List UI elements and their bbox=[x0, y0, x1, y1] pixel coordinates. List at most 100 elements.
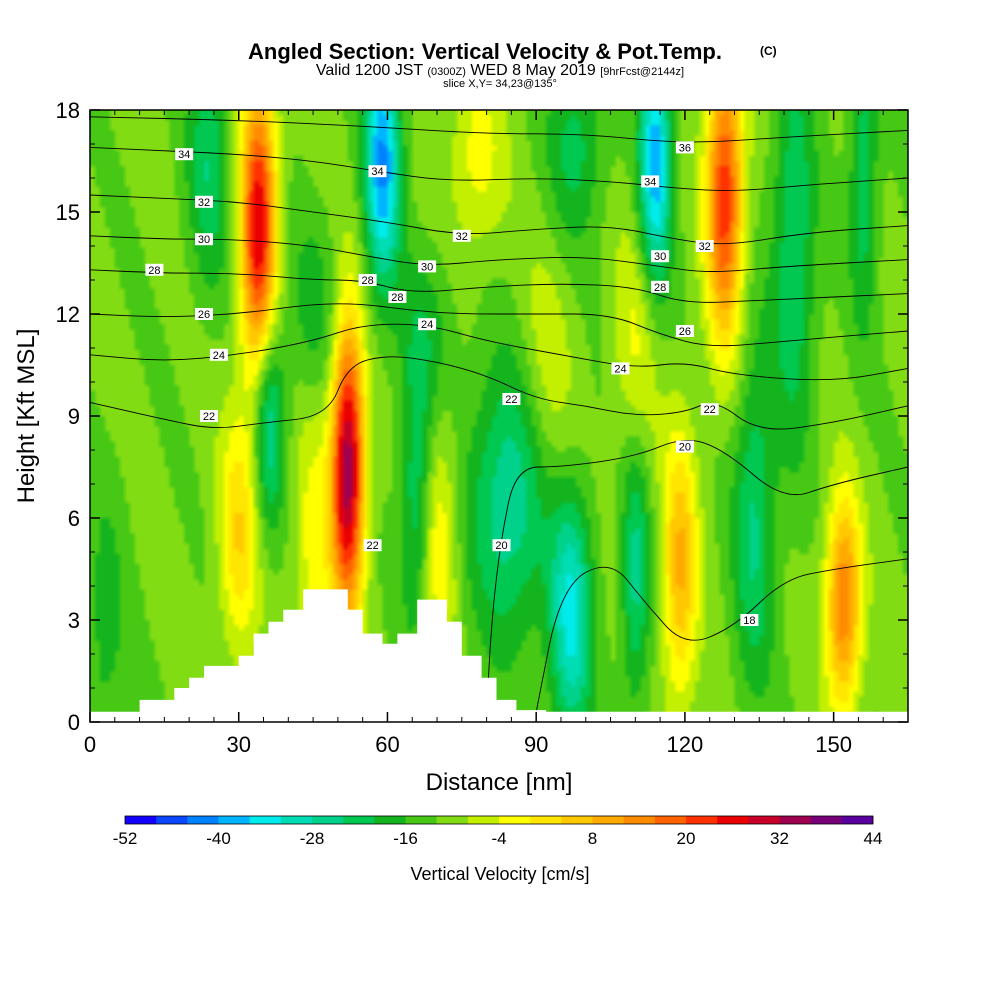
contour-label-22: 22 bbox=[200, 410, 218, 423]
contour-label-32: 32 bbox=[695, 240, 714, 253]
subtitle-forecast: [9hrFcst@2144z] bbox=[600, 66, 684, 78]
colorbar-label: Vertical Velocity [cm/s] bbox=[410, 864, 589, 884]
x-tick-label: 0 bbox=[84, 732, 96, 757]
colorbar: -52 -40 -28 -16 -4 8 20 32 44 bbox=[113, 815, 883, 848]
contour-label-34: 34 bbox=[368, 165, 387, 178]
contour-label-28: 28 bbox=[651, 280, 670, 294]
contour-label-bg bbox=[740, 614, 759, 626]
colorbar-swatch bbox=[405, 816, 437, 824]
contour-label-bg bbox=[641, 175, 660, 188]
contour-labels: 34 32 30 28 26 24 22 34 32 30 28 28 24 22 22 20 36 34 32 30… bbox=[145, 141, 759, 627]
contour-label-28: 28 bbox=[388, 291, 407, 304]
vertical-velocity-field bbox=[90, 110, 908, 722]
contour-label-bg bbox=[195, 308, 213, 320]
colorbar-tick-label: -16 bbox=[393, 829, 418, 848]
chart-subtitle: Valid 1200 JST (0300Z) WED 8 May 2019 [9… bbox=[316, 62, 684, 79]
contour-label-30: 30 bbox=[418, 260, 437, 273]
colorbar-tick-label: 32 bbox=[770, 829, 789, 848]
contour-label-bg bbox=[492, 539, 511, 552]
contour-label-text: 20 bbox=[679, 442, 691, 454]
colorbar-tick-label: -52 bbox=[113, 829, 138, 848]
contour-label-bg bbox=[358, 274, 377, 286]
contour-label-26: 26 bbox=[675, 325, 694, 338]
contour-label-text: 32 bbox=[198, 197, 210, 209]
contour-24 bbox=[90, 323, 908, 381]
y-tick-label: 0 bbox=[68, 710, 80, 735]
colorbar-swatch bbox=[686, 816, 718, 824]
colorbar-swatch bbox=[436, 816, 469, 824]
contour-label-30: 30 bbox=[195, 233, 213, 246]
colorbar-swatch bbox=[249, 816, 282, 824]
colorbar-tick-label: -40 bbox=[206, 829, 231, 848]
contour-label-22: 22 bbox=[502, 393, 521, 406]
colorbar-swatch bbox=[623, 816, 656, 824]
contour-label-bg bbox=[209, 348, 228, 361]
contour-label-text: 22 bbox=[505, 394, 517, 406]
heatmap-field bbox=[90, 110, 908, 722]
colorbar-tick-label: 44 bbox=[864, 829, 883, 848]
y-tick-label: 3 bbox=[68, 608, 80, 633]
contour-label-28: 28 bbox=[145, 263, 164, 277]
colorbar-swatch bbox=[467, 816, 500, 824]
contour-label-bg bbox=[675, 440, 694, 453]
colorbar-swatch bbox=[218, 816, 250, 824]
contour-label-text: 34 bbox=[178, 149, 190, 161]
chart-title-mark: (C) bbox=[760, 44, 777, 58]
x-tick-label: 150 bbox=[815, 732, 852, 757]
contour-label-text: 26 bbox=[198, 309, 210, 321]
contour-label-bg bbox=[651, 250, 670, 263]
contour-28 bbox=[90, 269, 908, 303]
y-tick-label: 12 bbox=[56, 302, 80, 327]
contour-label-bg bbox=[700, 403, 719, 416]
contour-label-text: 32 bbox=[456, 231, 468, 243]
contour-label-bg bbox=[368, 165, 387, 178]
contour-label-20: 20 bbox=[675, 440, 694, 454]
x-axis-title: Distance [nm] bbox=[426, 769, 573, 796]
contour-label-bg bbox=[502, 393, 521, 405]
y-tick-label: 18 bbox=[56, 98, 80, 123]
contour-label-bg bbox=[418, 260, 437, 273]
contour-label-text: 18 bbox=[743, 615, 755, 627]
y-axis-title: Height [Kft MSL] bbox=[13, 329, 40, 504]
colorbar-swatch bbox=[779, 816, 811, 824]
contour-label-text: 22 bbox=[366, 540, 378, 552]
colorbar-swatch bbox=[654, 816, 687, 824]
contour-label-text: 34 bbox=[644, 176, 656, 188]
contour-label-32: 32 bbox=[195, 195, 213, 209]
colorbar-swatch bbox=[156, 816, 188, 824]
contour-label-text: 24 bbox=[614, 363, 626, 375]
x-tick-label: 120 bbox=[667, 732, 704, 757]
colorbar-swatch bbox=[841, 816, 874, 824]
contour-label-text: 24 bbox=[421, 319, 433, 331]
terrain-layer bbox=[90, 589, 908, 722]
contour-label-bg bbox=[195, 233, 213, 246]
colorbar-swatch bbox=[810, 816, 843, 824]
contour-label-bg bbox=[175, 148, 194, 161]
contour-label-18: 18 bbox=[740, 614, 759, 627]
contour-label-bg bbox=[200, 410, 218, 422]
contour-label-34: 34 bbox=[641, 175, 660, 188]
contour-label-22: 22 bbox=[700, 403, 719, 416]
contour-label-text: 24 bbox=[213, 350, 225, 362]
contour-label-text: 28 bbox=[391, 292, 403, 304]
subtitle-date: WED 8 May 2019 bbox=[470, 62, 595, 79]
contour-label-text: 26 bbox=[679, 326, 691, 338]
colorbar-swatch bbox=[374, 816, 406, 824]
contour-20 bbox=[486, 440, 908, 712]
contour-label-text: 28 bbox=[654, 282, 666, 294]
contour-label-bg bbox=[145, 263, 164, 276]
contour-label-text: 30 bbox=[421, 261, 433, 273]
contour-label-bg bbox=[363, 539, 382, 552]
subtitle-slice: slice X,Y= 34,23@135° bbox=[443, 78, 557, 90]
contour-label-24: 24 bbox=[611, 362, 630, 375]
contour-label-text: 36 bbox=[679, 142, 691, 154]
contour-label-32: 32 bbox=[452, 229, 471, 243]
colorbar-swatch bbox=[187, 816, 219, 824]
colorbar-tick-label: -4 bbox=[491, 829, 506, 848]
terrain-mask bbox=[90, 589, 908, 722]
colorbar-swatch bbox=[592, 816, 624, 824]
contour-label-36: 36 bbox=[675, 141, 694, 154]
contour-label-20: 20 bbox=[492, 539, 511, 552]
colorbar-frame bbox=[124, 815, 874, 825]
